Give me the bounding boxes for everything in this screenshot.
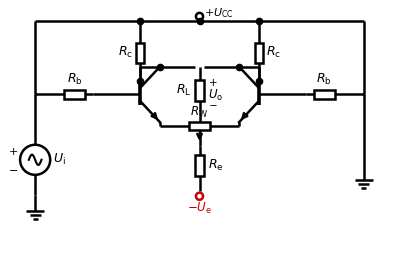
Text: $U_{\rm i}$: $U_{\rm i}$ bbox=[53, 152, 66, 167]
Text: $R_{\rm b}$: $R_{\rm b}$ bbox=[67, 72, 83, 87]
Bar bbox=[136, 43, 144, 63]
Text: $R_{\rm b}$: $R_{\rm b}$ bbox=[316, 72, 332, 87]
Text: $+$: $+$ bbox=[208, 77, 218, 88]
Bar bbox=[195, 155, 204, 176]
Text: $U_{\rm o}$: $U_{\rm o}$ bbox=[208, 88, 223, 103]
Bar bbox=[65, 90, 85, 99]
Text: $R_{\rm c}$: $R_{\rm c}$ bbox=[118, 45, 132, 60]
Bar bbox=[195, 80, 204, 101]
Text: $+$: $+$ bbox=[8, 146, 18, 157]
Bar bbox=[255, 43, 263, 63]
Text: $+U_{\rm CC}$: $+U_{\rm CC}$ bbox=[204, 6, 234, 20]
Bar bbox=[189, 122, 210, 130]
Text: $R_{\rm c}$: $R_{\rm c}$ bbox=[267, 45, 281, 60]
Text: $R_{\rm L}$: $R_{\rm L}$ bbox=[176, 83, 192, 98]
Text: $-U_{\rm e}$: $-U_{\rm e}$ bbox=[187, 200, 212, 216]
Bar bbox=[314, 90, 334, 99]
Text: $R_{\rm e}$: $R_{\rm e}$ bbox=[207, 158, 223, 173]
Text: $R_{\rm W}$: $R_{\rm W}$ bbox=[190, 105, 209, 120]
Text: $-$: $-$ bbox=[208, 99, 218, 109]
Text: $-$: $-$ bbox=[8, 164, 18, 174]
